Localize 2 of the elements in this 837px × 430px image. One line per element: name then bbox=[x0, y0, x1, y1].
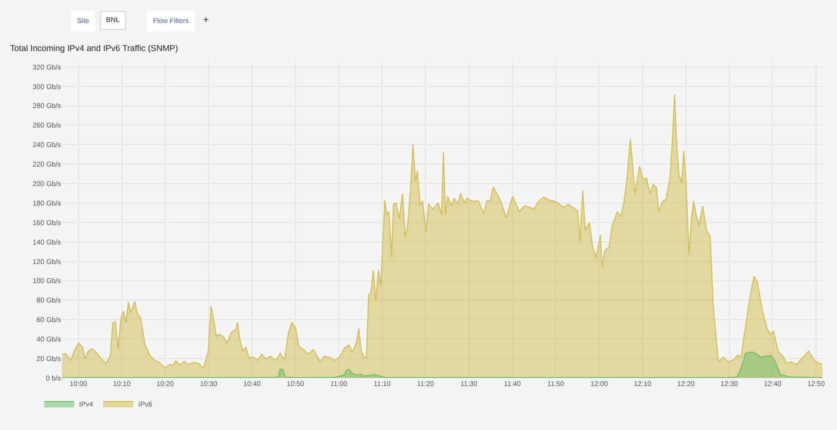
text: + bbox=[203, 15, 209, 26]
chart-title: Total Incoming IPv4 and IPv6 Traffic (SNMP) bbox=[10, 43, 178, 54]
